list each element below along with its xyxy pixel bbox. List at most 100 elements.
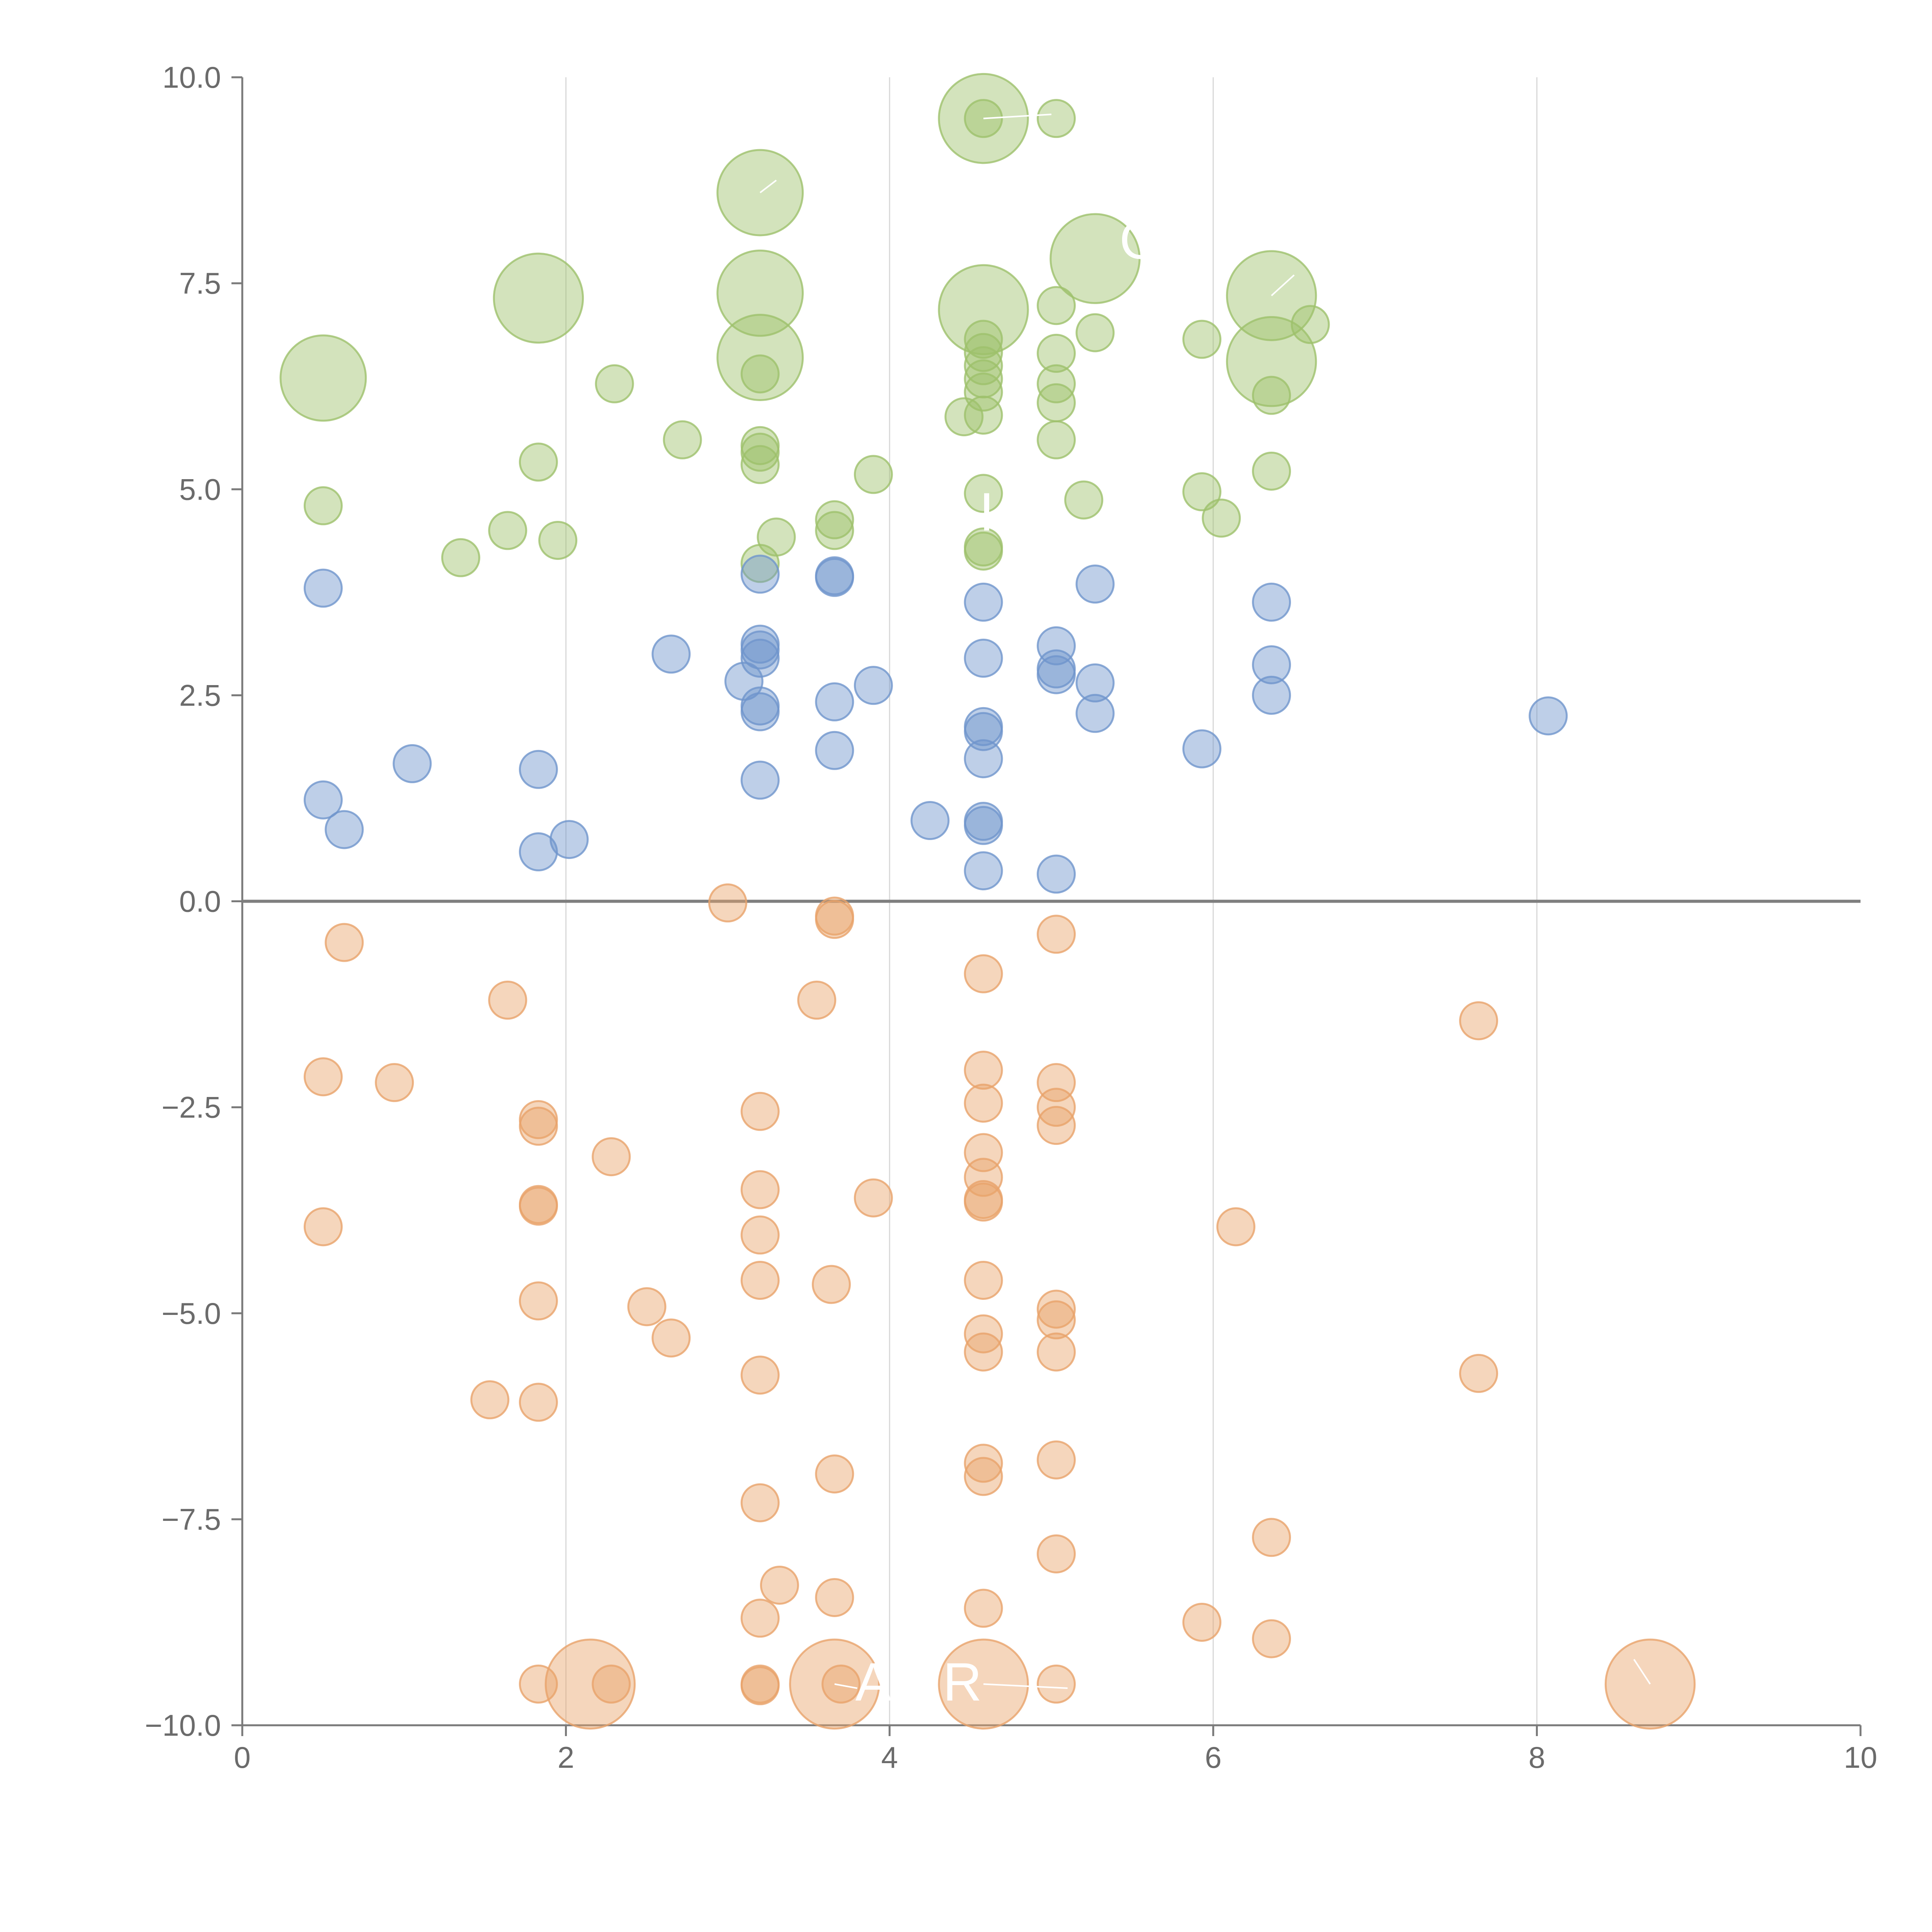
leader-line — [1271, 274, 1295, 296]
data-point — [1252, 1619, 1291, 1658]
data-point — [964, 1332, 1003, 1372]
x-tick-label: 0 — [234, 1740, 250, 1774]
data-point — [393, 744, 432, 783]
data-point — [1037, 1534, 1076, 1573]
y-tick-label: −10.0 — [145, 1708, 221, 1742]
data-point — [854, 1178, 893, 1218]
data-point — [740, 630, 780, 670]
data-point — [964, 474, 1003, 513]
data-point — [325, 923, 364, 962]
data-point — [1037, 99, 1076, 138]
data-point — [470, 1380, 510, 1420]
data-point — [519, 1281, 558, 1321]
data-point — [964, 1083, 1003, 1123]
data-point — [1075, 694, 1115, 733]
data-point — [519, 832, 558, 872]
data-point — [740, 554, 780, 594]
data-point — [1182, 320, 1221, 359]
data-point — [1037, 915, 1076, 954]
data-point — [821, 1664, 861, 1704]
x-tick-label: 8 — [1529, 1740, 1545, 1774]
data-point — [1075, 313, 1115, 352]
data-point — [1064, 480, 1104, 520]
data-point — [797, 980, 837, 1020]
data-point — [592, 1664, 631, 1704]
data-point — [1182, 472, 1221, 512]
data-point — [740, 1483, 780, 1522]
data-point — [1459, 1354, 1498, 1393]
data-point — [1252, 645, 1291, 684]
data-point — [303, 1057, 343, 1097]
data-point — [815, 1454, 854, 1494]
data-point — [538, 520, 578, 560]
data-point — [375, 1063, 414, 1102]
data-point — [854, 455, 893, 494]
data-point — [740, 1092, 780, 1131]
data-point — [716, 249, 804, 337]
leader-line — [983, 113, 1052, 119]
data-point — [592, 1137, 631, 1177]
y-tick-label: 0.0 — [179, 884, 221, 918]
data-point — [760, 1565, 799, 1605]
leader-line — [759, 179, 777, 194]
data-point — [964, 954, 1003, 993]
annotation-label: G — [1119, 209, 1162, 270]
data-point — [1037, 333, 1076, 373]
data-point — [944, 397, 984, 437]
data-point — [964, 1444, 1003, 1483]
data-point — [519, 442, 558, 482]
data-point — [854, 666, 893, 705]
data-point — [1037, 1289, 1076, 1329]
data-point — [811, 1265, 851, 1304]
data-point — [1252, 675, 1291, 715]
data-point — [964, 638, 1003, 678]
data-point — [303, 568, 343, 608]
y-tick-label: −5.0 — [162, 1296, 221, 1330]
data-point — [964, 851, 1003, 891]
data-point — [325, 810, 364, 849]
data-point — [1182, 729, 1221, 769]
annotation-label: A — [855, 1651, 892, 1712]
y-tick-label: −7.5 — [162, 1502, 221, 1536]
data-point — [1037, 1440, 1076, 1480]
data-point — [815, 558, 854, 597]
data-point — [519, 750, 558, 789]
data-point — [1049, 213, 1141, 304]
data-point — [1252, 1518, 1291, 1557]
data-point — [1216, 1207, 1255, 1247]
data-point — [1226, 316, 1317, 407]
annotation-label: R — [943, 1651, 982, 1712]
data-point — [1529, 696, 1568, 736]
data-point — [815, 900, 854, 939]
data-point — [519, 1107, 558, 1146]
data-point — [1459, 1001, 1498, 1041]
data-point — [1037, 655, 1076, 694]
data-point — [279, 334, 367, 422]
data-point — [740, 432, 780, 472]
leader-line — [983, 1683, 1068, 1689]
data-point — [651, 1318, 691, 1358]
data-point — [716, 314, 804, 401]
data-point — [964, 1260, 1003, 1300]
data-point — [1037, 383, 1076, 422]
annotation-label: I — [979, 481, 994, 542]
annotations: G A R I — [759, 113, 1651, 1712]
x-tick-label: 4 — [881, 1740, 898, 1774]
data-point — [964, 1051, 1003, 1090]
data-point — [595, 364, 634, 403]
leader-line — [1633, 1659, 1651, 1685]
data-point — [1037, 1300, 1076, 1340]
data-point — [740, 692, 780, 731]
data-point — [708, 883, 747, 923]
data-point — [1037, 420, 1076, 459]
data-point — [1291, 305, 1330, 344]
data-point — [1252, 582, 1291, 622]
data-point — [441, 538, 480, 577]
data-point — [1075, 564, 1115, 604]
data-point — [488, 511, 527, 550]
axes: 0 2 4 6 8 10 10.0 7.5 5.0 2.5 0.0 −2.5 −5.0 −7.5 −10.0 — [145, 60, 1878, 1774]
data-point — [964, 739, 1003, 779]
data-point — [488, 980, 527, 1020]
